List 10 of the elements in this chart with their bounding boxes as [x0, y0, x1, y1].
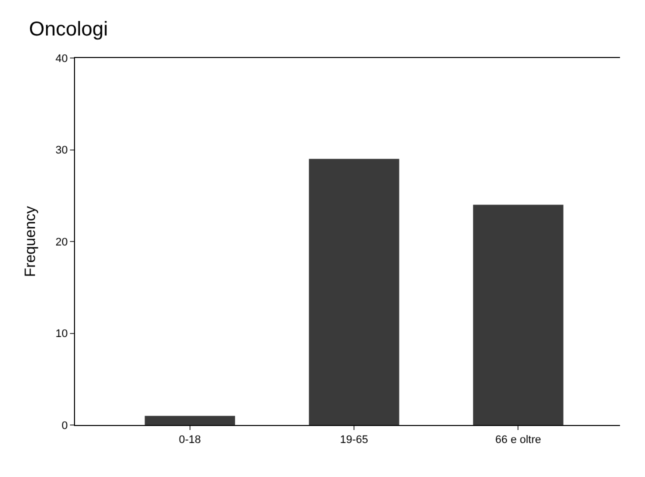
y-tick-label: 0	[62, 420, 68, 432]
y-tick-label: 40	[56, 52, 68, 65]
y-tick-label: 10	[56, 328, 68, 340]
chart-title: Oncologi	[29, 18, 108, 40]
y-tick-label: 20	[56, 236, 68, 248]
x-tick-label: 19-65	[340, 434, 368, 446]
x-tick-label: 0-18	[178, 434, 201, 446]
x-tick-label: 66 e oltre	[495, 434, 542, 446]
y-axis-title: Frequency	[22, 206, 39, 277]
y-tick-label: 30	[56, 144, 68, 157]
